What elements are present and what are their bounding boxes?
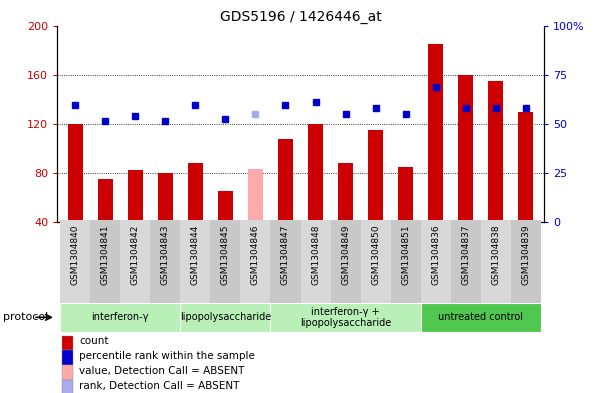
Bar bbox=[518, 112, 534, 222]
Bar bbox=[62, 350, 73, 365]
Bar bbox=[120, 220, 150, 303]
Bar bbox=[308, 124, 323, 222]
Bar bbox=[67, 124, 82, 222]
Bar bbox=[481, 220, 511, 303]
Bar bbox=[270, 303, 421, 332]
Bar bbox=[180, 220, 210, 303]
Bar bbox=[300, 220, 331, 303]
Text: GDS5196 / 1426446_at: GDS5196 / 1426446_at bbox=[219, 10, 382, 24]
Bar bbox=[361, 220, 391, 303]
Bar bbox=[218, 191, 233, 222]
Text: GSM1304841: GSM1304841 bbox=[101, 224, 109, 285]
Bar bbox=[97, 179, 113, 222]
Bar bbox=[180, 303, 270, 332]
Text: GSM1304840: GSM1304840 bbox=[71, 224, 79, 285]
Text: GSM1304844: GSM1304844 bbox=[191, 224, 200, 285]
Bar bbox=[278, 138, 293, 222]
Text: rank, Detection Call = ABSENT: rank, Detection Call = ABSENT bbox=[79, 381, 239, 391]
Bar bbox=[270, 220, 300, 303]
Bar bbox=[421, 220, 451, 303]
Bar bbox=[488, 81, 503, 222]
Text: lipopolysaccharide: lipopolysaccharide bbox=[180, 312, 271, 322]
Bar bbox=[511, 220, 541, 303]
Bar bbox=[127, 171, 143, 222]
Bar bbox=[62, 336, 73, 350]
Bar bbox=[188, 163, 203, 222]
Text: GSM1304850: GSM1304850 bbox=[371, 224, 380, 285]
Text: GSM1304851: GSM1304851 bbox=[401, 224, 410, 285]
Bar bbox=[458, 75, 474, 222]
Bar bbox=[331, 220, 361, 303]
Bar bbox=[62, 380, 73, 393]
Bar bbox=[210, 220, 240, 303]
Text: GSM1304846: GSM1304846 bbox=[251, 224, 260, 285]
Text: interferon-γ: interferon-γ bbox=[91, 312, 149, 322]
Text: GSM1304845: GSM1304845 bbox=[221, 224, 230, 285]
Text: count: count bbox=[79, 336, 109, 346]
Text: protocol: protocol bbox=[3, 312, 48, 322]
Bar bbox=[391, 220, 421, 303]
Text: GSM1304837: GSM1304837 bbox=[462, 224, 470, 285]
Bar bbox=[338, 163, 353, 222]
Bar bbox=[60, 303, 180, 332]
Bar bbox=[90, 220, 120, 303]
Bar bbox=[368, 130, 383, 222]
Text: GSM1304836: GSM1304836 bbox=[432, 224, 440, 285]
Bar bbox=[398, 167, 413, 222]
Bar bbox=[421, 303, 541, 332]
Bar bbox=[451, 220, 481, 303]
Text: GSM1304847: GSM1304847 bbox=[281, 224, 290, 285]
Text: GSM1304842: GSM1304842 bbox=[131, 224, 139, 285]
Text: interferon-γ +
lipopolysaccharide: interferon-γ + lipopolysaccharide bbox=[300, 307, 391, 328]
Bar bbox=[60, 220, 90, 303]
Text: GSM1304848: GSM1304848 bbox=[311, 224, 320, 285]
Text: value, Detection Call = ABSENT: value, Detection Call = ABSENT bbox=[79, 366, 245, 376]
Bar bbox=[248, 169, 263, 222]
Bar bbox=[150, 220, 180, 303]
Bar bbox=[157, 173, 173, 222]
Bar bbox=[428, 44, 443, 222]
Bar bbox=[240, 220, 270, 303]
Bar bbox=[62, 365, 73, 380]
Text: GSM1304849: GSM1304849 bbox=[341, 224, 350, 285]
Text: percentile rank within the sample: percentile rank within the sample bbox=[79, 351, 255, 361]
Text: untreated control: untreated control bbox=[438, 312, 523, 322]
Text: GSM1304839: GSM1304839 bbox=[522, 224, 530, 285]
Text: GSM1304843: GSM1304843 bbox=[161, 224, 169, 285]
Text: GSM1304838: GSM1304838 bbox=[492, 224, 500, 285]
